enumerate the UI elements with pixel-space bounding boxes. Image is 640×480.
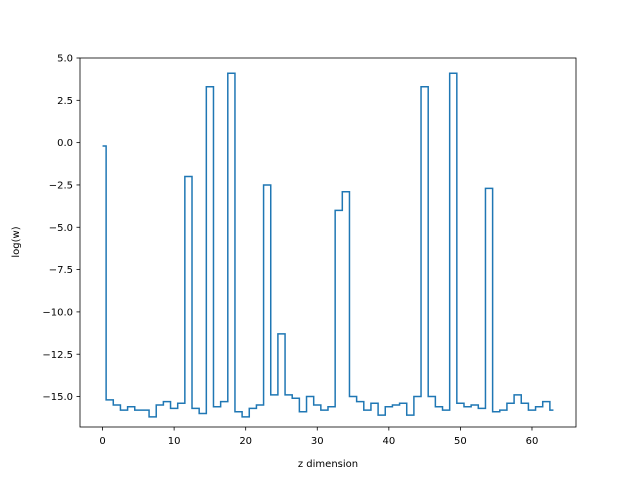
x-tick-label: 50	[454, 436, 467, 447]
y-tick-label: 0.0	[57, 138, 73, 149]
x-tick-label: 20	[239, 436, 252, 447]
x-tick-label: 30	[311, 436, 324, 447]
series-layer	[102, 72, 554, 418]
y-tick-label: 5.0	[57, 54, 73, 65]
y-tick-label: −10.0	[42, 307, 73, 318]
y-tick-label: −15.0	[42, 392, 73, 403]
x-tick-label: 10	[168, 436, 181, 447]
x-tick-label: 40	[382, 436, 395, 447]
y-tick-label: −5.0	[49, 223, 73, 234]
x-axis-ticks: 0 10 20 30 40 50 60	[99, 427, 538, 447]
plot-area	[80, 58, 576, 427]
x-axis-label: z dimension	[298, 459, 358, 470]
series-line-0	[102, 72, 554, 418]
y-tick-label: −7.5	[49, 265, 73, 276]
y-tick-label: 2.5	[57, 96, 73, 107]
y-tick-label: −12.5	[42, 350, 73, 361]
y-axis-label: log(w)	[11, 226, 22, 257]
y-tick-label: −2.5	[49, 181, 73, 192]
y-axis-ticks: 5.0 2.5 0.0 −2.5 −5.0 −7.5 −10.0 −12.5 −15.0	[42, 54, 80, 403]
x-tick-label: 0	[99, 436, 105, 447]
plot-frame	[79, 57, 577, 428]
x-tick-label: 60	[526, 436, 539, 447]
